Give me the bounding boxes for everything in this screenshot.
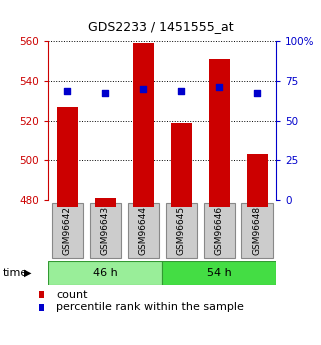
Text: GSM96644: GSM96644 [139, 206, 148, 255]
FancyBboxPatch shape [133, 200, 153, 207]
FancyBboxPatch shape [204, 203, 235, 258]
FancyBboxPatch shape [241, 203, 273, 258]
Text: GSM96646: GSM96646 [214, 206, 224, 255]
Text: GSM96648: GSM96648 [253, 206, 262, 255]
Text: ▶: ▶ [24, 268, 31, 278]
Point [216, 84, 221, 90]
Point [255, 90, 260, 96]
Bar [57, 107, 78, 200]
FancyBboxPatch shape [52, 203, 83, 258]
Bar [133, 43, 153, 200]
Text: count: count [56, 290, 88, 299]
Text: percentile rank within the sample: percentile rank within the sample [56, 303, 244, 312]
Text: GSM96642: GSM96642 [63, 206, 72, 255]
Text: GDS2233 / 1451555_at: GDS2233 / 1451555_at [88, 20, 233, 33]
Text: GSM96643: GSM96643 [100, 206, 110, 255]
FancyBboxPatch shape [57, 200, 78, 207]
Bar [171, 123, 192, 200]
FancyBboxPatch shape [95, 200, 116, 207]
FancyBboxPatch shape [127, 203, 159, 258]
Text: time: time [3, 268, 29, 278]
Bar [209, 59, 230, 200]
Point [141, 86, 146, 92]
Bar [95, 198, 116, 200]
Text: 46 h: 46 h [93, 268, 117, 278]
FancyBboxPatch shape [247, 200, 267, 207]
Point [65, 88, 70, 94]
FancyBboxPatch shape [90, 203, 121, 258]
FancyBboxPatch shape [166, 203, 197, 258]
FancyBboxPatch shape [48, 261, 162, 285]
Point [178, 88, 184, 94]
Point [102, 90, 108, 96]
FancyBboxPatch shape [171, 200, 192, 207]
FancyBboxPatch shape [162, 261, 276, 285]
FancyBboxPatch shape [209, 200, 230, 207]
Text: GSM96645: GSM96645 [177, 206, 186, 255]
Text: 54 h: 54 h [207, 268, 231, 278]
Bar [247, 155, 267, 200]
